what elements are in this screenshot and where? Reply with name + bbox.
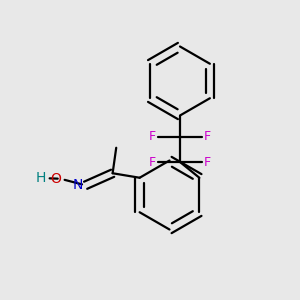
Text: O: O <box>51 172 62 186</box>
Text: N: N <box>73 178 83 192</box>
Text: H: H <box>35 171 46 185</box>
Text: F: F <box>149 155 156 169</box>
Text: F: F <box>204 155 211 169</box>
Text: F: F <box>204 130 211 143</box>
Text: F: F <box>149 130 156 143</box>
